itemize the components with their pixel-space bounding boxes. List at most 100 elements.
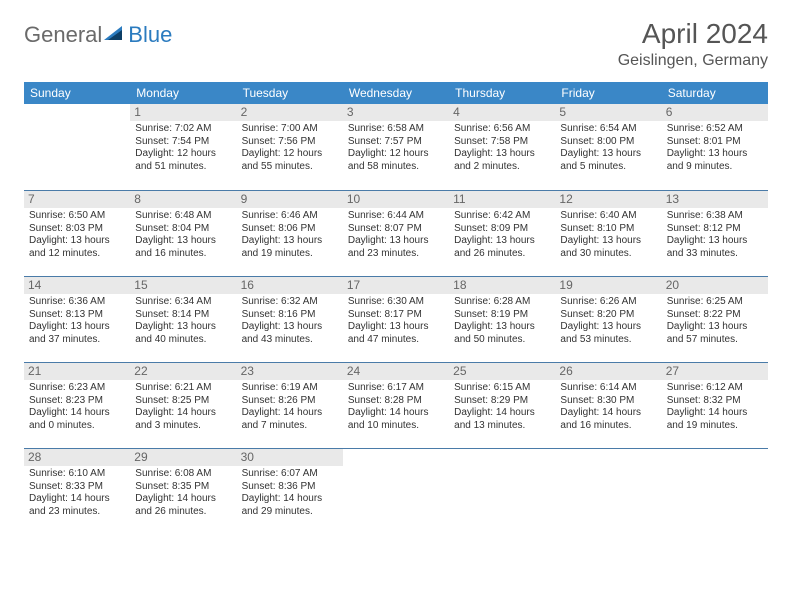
calendar-cell	[449, 448, 555, 534]
daylight-line: Daylight: 14 hours and 23 minutes.	[29, 493, 125, 518]
calendar-cell: 27Sunrise: 6:12 AMSunset: 8:32 PMDayligh…	[662, 362, 768, 448]
calendar-cell: 5Sunrise: 6:54 AMSunset: 8:00 PMDaylight…	[555, 104, 661, 190]
calendar-cell: 16Sunrise: 6:32 AMSunset: 8:16 PMDayligh…	[237, 276, 343, 362]
calendar-cell: 8Sunrise: 6:48 AMSunset: 8:04 PMDaylight…	[130, 190, 236, 276]
daylight-line: Daylight: 13 hours and 37 minutes.	[29, 321, 125, 346]
day-number: 14	[24, 277, 130, 294]
daylight-line: Daylight: 13 hours and 26 minutes.	[454, 235, 550, 260]
day-number: 4	[449, 104, 555, 121]
day-number: 8	[130, 191, 236, 208]
sunrise-line: Sunrise: 6:44 AM	[348, 210, 444, 223]
calendar-cell: 15Sunrise: 6:34 AMSunset: 8:14 PMDayligh…	[130, 276, 236, 362]
calendar-cell: 22Sunrise: 6:21 AMSunset: 8:25 PMDayligh…	[130, 362, 236, 448]
calendar-cell: 19Sunrise: 6:26 AMSunset: 8:20 PMDayligh…	[555, 276, 661, 362]
sunset-line: Sunset: 8:09 PM	[454, 223, 550, 236]
logo: General Blue	[24, 18, 172, 48]
sunrise-line: Sunrise: 6:52 AM	[667, 123, 763, 136]
sunset-line: Sunset: 8:10 PM	[560, 223, 656, 236]
header: General Blue April 2024 Geislingen, Germ…	[24, 18, 768, 70]
calendar: SundayMondayTuesdayWednesdayThursdayFrid…	[24, 82, 768, 534]
day-number: 11	[449, 191, 555, 208]
daylight-line: Daylight: 12 hours and 58 minutes.	[348, 148, 444, 173]
calendar-cell: 2Sunrise: 7:00 AMSunset: 7:56 PMDaylight…	[237, 104, 343, 190]
daylight-line: Daylight: 13 hours and 50 minutes.	[454, 321, 550, 346]
sunrise-line: Sunrise: 6:15 AM	[454, 382, 550, 395]
calendar-header-saturday: Saturday	[662, 82, 768, 104]
calendar-cell: 26Sunrise: 6:14 AMSunset: 8:30 PMDayligh…	[555, 362, 661, 448]
daylight-line: Daylight: 12 hours and 51 minutes.	[135, 148, 231, 173]
sunset-line: Sunset: 8:06 PM	[242, 223, 338, 236]
sunrise-line: Sunrise: 7:00 AM	[242, 123, 338, 136]
day-number: 10	[343, 191, 449, 208]
sunrise-line: Sunrise: 6:40 AM	[560, 210, 656, 223]
day-number: 13	[662, 191, 768, 208]
calendar-cell: 10Sunrise: 6:44 AMSunset: 8:07 PMDayligh…	[343, 190, 449, 276]
calendar-cell: 20Sunrise: 6:25 AMSunset: 8:22 PMDayligh…	[662, 276, 768, 362]
day-number: 24	[343, 363, 449, 380]
sunset-line: Sunset: 8:32 PM	[667, 395, 763, 408]
daylight-line: Daylight: 13 hours and 40 minutes.	[135, 321, 231, 346]
daylight-line: Daylight: 13 hours and 30 minutes.	[560, 235, 656, 260]
location: Geislingen, Germany	[618, 52, 768, 70]
calendar-cell: 7Sunrise: 6:50 AMSunset: 8:03 PMDaylight…	[24, 190, 130, 276]
calendar-cell: 24Sunrise: 6:17 AMSunset: 8:28 PMDayligh…	[343, 362, 449, 448]
daylight-line: Daylight: 13 hours and 53 minutes.	[560, 321, 656, 346]
sunrise-line: Sunrise: 6:38 AM	[667, 210, 763, 223]
day-number: 12	[555, 191, 661, 208]
calendar-header-tuesday: Tuesday	[237, 82, 343, 104]
daylight-line: Daylight: 14 hours and 13 minutes.	[454, 407, 550, 432]
day-number: 21	[24, 363, 130, 380]
sunrise-line: Sunrise: 7:02 AM	[135, 123, 231, 136]
sunset-line: Sunset: 7:57 PM	[348, 136, 444, 149]
sunrise-line: Sunrise: 6:25 AM	[667, 296, 763, 309]
sunrise-line: Sunrise: 6:07 AM	[242, 468, 338, 481]
calendar-cell	[555, 448, 661, 534]
sunset-line: Sunset: 8:23 PM	[29, 395, 125, 408]
calendar-cell: 4Sunrise: 6:56 AMSunset: 7:58 PMDaylight…	[449, 104, 555, 190]
day-number: 26	[555, 363, 661, 380]
daylight-line: Daylight: 12 hours and 55 minutes.	[242, 148, 338, 173]
day-number: 15	[130, 277, 236, 294]
day-number: 30	[237, 449, 343, 466]
sunset-line: Sunset: 8:16 PM	[242, 309, 338, 322]
sunset-line: Sunset: 8:33 PM	[29, 481, 125, 494]
calendar-cell: 9Sunrise: 6:46 AMSunset: 8:06 PMDaylight…	[237, 190, 343, 276]
calendar-cell	[24, 104, 130, 190]
calendar-cell: 6Sunrise: 6:52 AMSunset: 8:01 PMDaylight…	[662, 104, 768, 190]
triangle-icon	[104, 24, 126, 47]
sunrise-line: Sunrise: 6:23 AM	[29, 382, 125, 395]
sunset-line: Sunset: 7:56 PM	[242, 136, 338, 149]
daylight-line: Daylight: 14 hours and 26 minutes.	[135, 493, 231, 518]
calendar-cell: 29Sunrise: 6:08 AMSunset: 8:35 PMDayligh…	[130, 448, 236, 534]
calendar-header-sunday: Sunday	[24, 82, 130, 104]
daylight-line: Daylight: 14 hours and 16 minutes.	[560, 407, 656, 432]
calendar-cell: 30Sunrise: 6:07 AMSunset: 8:36 PMDayligh…	[237, 448, 343, 534]
daylight-line: Daylight: 14 hours and 10 minutes.	[348, 407, 444, 432]
day-number: 9	[237, 191, 343, 208]
calendar-cell	[662, 448, 768, 534]
sunrise-line: Sunrise: 6:50 AM	[29, 210, 125, 223]
sunrise-line: Sunrise: 6:08 AM	[135, 468, 231, 481]
sunset-line: Sunset: 8:20 PM	[560, 309, 656, 322]
sunset-line: Sunset: 8:30 PM	[560, 395, 656, 408]
title-block: April 2024 Geislingen, Germany	[618, 18, 768, 70]
sunrise-line: Sunrise: 6:32 AM	[242, 296, 338, 309]
sunrise-line: Sunrise: 6:56 AM	[454, 123, 550, 136]
calendar-cell: 28Sunrise: 6:10 AMSunset: 8:33 PMDayligh…	[24, 448, 130, 534]
day-number: 18	[449, 277, 555, 294]
day-number: 28	[24, 449, 130, 466]
calendar-body: 1Sunrise: 7:02 AMSunset: 7:54 PMDaylight…	[24, 104, 768, 534]
calendar-header-monday: Monday	[130, 82, 236, 104]
sunrise-line: Sunrise: 6:19 AM	[242, 382, 338, 395]
sunset-line: Sunset: 8:13 PM	[29, 309, 125, 322]
sunrise-line: Sunrise: 6:12 AM	[667, 382, 763, 395]
sunset-line: Sunset: 7:58 PM	[454, 136, 550, 149]
calendar-cell	[343, 448, 449, 534]
day-number: 17	[343, 277, 449, 294]
day-number: 19	[555, 277, 661, 294]
sunset-line: Sunset: 8:07 PM	[348, 223, 444, 236]
sunset-line: Sunset: 8:12 PM	[667, 223, 763, 236]
sunrise-line: Sunrise: 6:58 AM	[348, 123, 444, 136]
calendar-header-thursday: Thursday	[449, 82, 555, 104]
daylight-line: Daylight: 14 hours and 29 minutes.	[242, 493, 338, 518]
